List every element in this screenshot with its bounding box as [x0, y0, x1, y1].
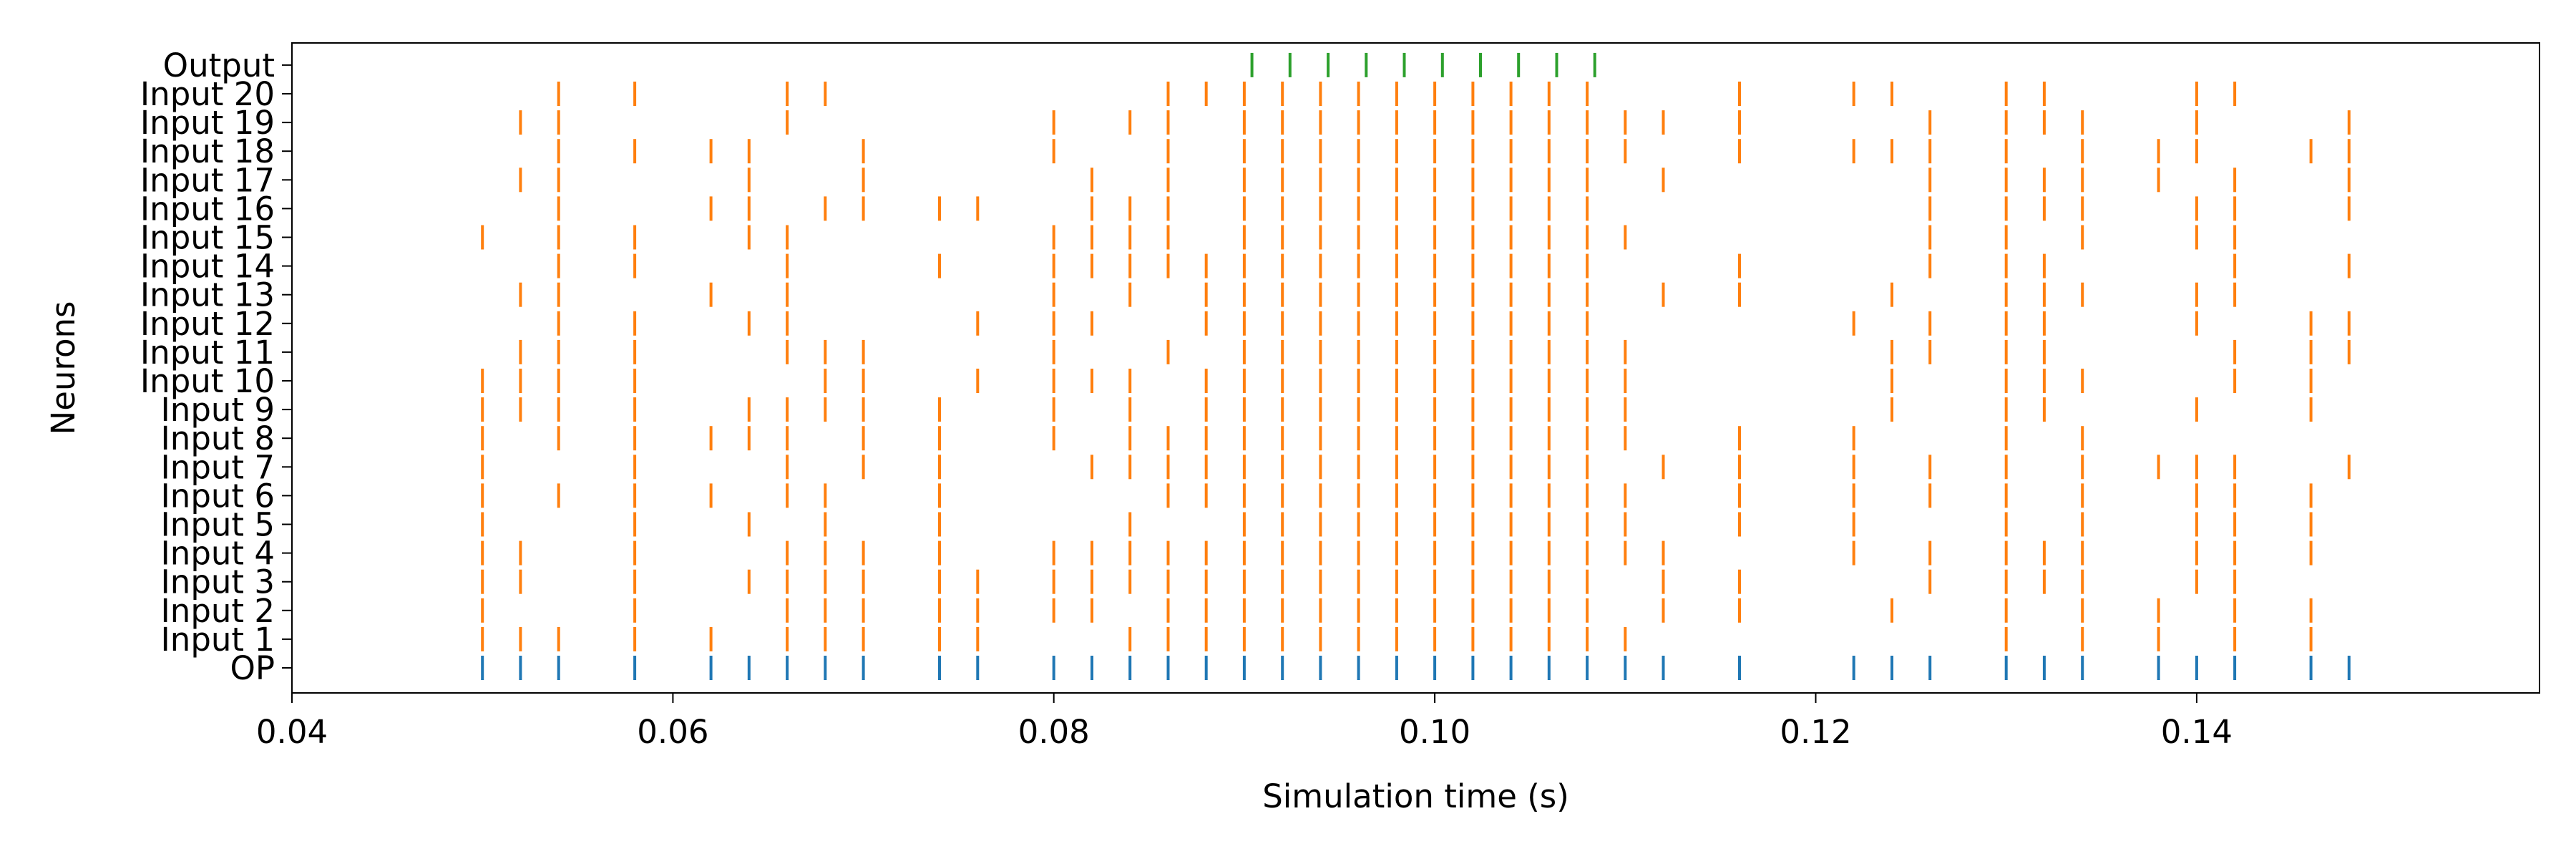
xtick-label-5: 0.14	[2161, 713, 2233, 751]
ytick-label-input-12: Input 12	[140, 305, 275, 343]
ytick-label-input-19: Input 19	[140, 104, 275, 142]
ytick-label-input-10: Input 10	[140, 362, 275, 400]
xtick-label-0: 0.04	[256, 713, 328, 751]
ytick-label-input-15: Input 15	[140, 219, 275, 257]
ytick-label-input-8: Input 8	[161, 419, 275, 457]
ytick-label-op: OP	[230, 649, 275, 687]
x-axis-ticks: 0.04 0.06 0.08 0.10 0.12 0.14	[256, 693, 2233, 751]
ytick-label-input-2: Input 2	[161, 592, 275, 630]
ytick-label-input-3: Input 3	[161, 563, 275, 601]
ytick-label-input-17: Input 17	[140, 161, 275, 199]
spike-marks	[481, 52, 2351, 680]
y-axis-label: Neurons	[44, 301, 82, 435]
xtick-label-3: 0.10	[1399, 713, 1470, 751]
ytick-label-input-16: Input 16	[140, 190, 275, 228]
ytick-label-input-14: Input 14	[140, 248, 275, 286]
plot-frame	[291, 42, 2540, 694]
ytick-label-input-13: Input 13	[140, 276, 275, 314]
ytick-label-input-18: Input 18	[140, 132, 275, 170]
xtick-label-4: 0.12	[1780, 713, 1851, 751]
ytick-label-input-7: Input 7	[161, 448, 275, 486]
xtick-label-2: 0.08	[1018, 713, 1090, 751]
xtick-label-1: 0.06	[637, 713, 708, 751]
ytick-label-input-4: Input 4	[161, 535, 275, 573]
x-axis-label: Simulation time (s)	[1262, 777, 1569, 815]
ytick-label-input-1: Input 1	[161, 621, 275, 659]
ytick-label-input-5: Input 5	[161, 506, 275, 544]
ytick-label-input-20: Input 20	[140, 75, 275, 113]
ytick-label-input-6: Input 6	[161, 477, 275, 515]
ytick-label-output: Output	[163, 47, 275, 84]
ytick-label-input-9: Input 9	[161, 391, 275, 429]
ytick-label-input-11: Input 11	[140, 334, 275, 372]
